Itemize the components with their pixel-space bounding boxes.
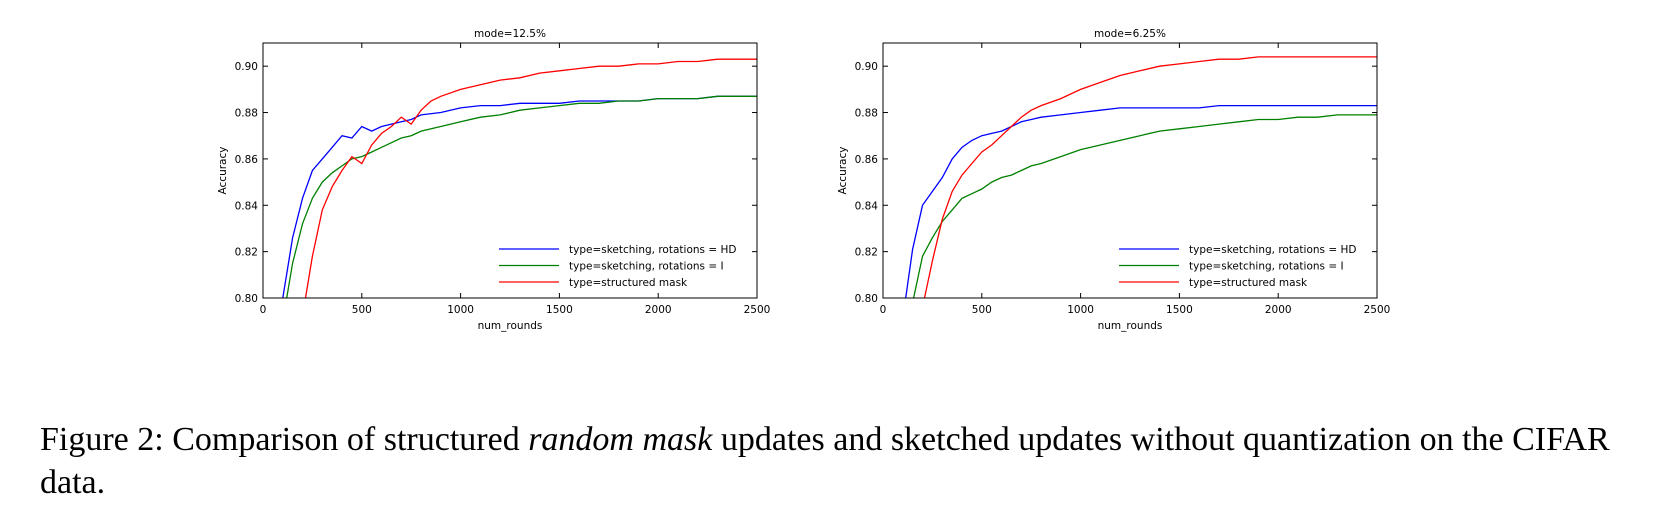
y-tick-label: 0.90 — [855, 61, 878, 73]
chart-title: mode=6.25% — [1094, 28, 1166, 40]
legend-label-2: type=structured mask — [1189, 277, 1308, 289]
x-tick-label: 1000 — [447, 304, 474, 316]
y-tick-label: 0.90 — [235, 61, 258, 73]
legend-label-1: type=sketching, rotations = I — [1189, 261, 1344, 273]
x-tick-label: 1500 — [546, 304, 573, 316]
chart-title: mode=12.5% — [474, 28, 546, 40]
y-tick-label: 0.86 — [855, 154, 879, 166]
caption-prefix: Figure 2: Comparison of structured — [40, 421, 529, 458]
y-tick-label: 0.84 — [855, 200, 879, 212]
x-tick-label: 0 — [880, 304, 887, 316]
y-tick-label: 0.84 — [235, 200, 259, 212]
series-line-1 — [286, 95, 757, 298]
caption-emphasis: random mask — [528, 421, 713, 458]
series-line-0 — [905, 104, 1377, 298]
legend-label-0: type=sketching, rotations = HD — [1189, 244, 1356, 256]
y-tick-label: 0.80 — [235, 293, 258, 305]
x-tick-label: 2000 — [1265, 304, 1292, 316]
x-axis-label: num_rounds — [478, 320, 543, 332]
y-tick-label: 0.80 — [855, 293, 878, 305]
x-tick-label: 2000 — [645, 304, 672, 316]
x-tick-label: 2500 — [1364, 304, 1391, 316]
x-axis-label: num_rounds — [1098, 320, 1163, 332]
figure-caption: Figure 2: Comparison of structured rando… — [40, 418, 1650, 504]
caption-suffix: updates and sketched updates without qua… — [40, 421, 1610, 501]
y-tick-label: 0.88 — [235, 108, 258, 120]
x-tick-label: 500 — [352, 304, 372, 316]
series-line-2 — [304, 58, 757, 298]
legend-label-2: type=structured mask — [569, 277, 688, 289]
legend-label-0: type=sketching, rotations = HD — [569, 244, 736, 256]
y-tick-label: 0.88 — [855, 108, 878, 120]
y-tick-label: 0.86 — [235, 154, 259, 166]
series-line-2 — [923, 56, 1377, 298]
y-tick-label: 0.82 — [235, 247, 258, 259]
x-tick-label: 1500 — [1166, 304, 1193, 316]
x-tick-label: 0 — [260, 304, 267, 316]
y-axis-label: Accuracy — [217, 147, 229, 195]
plot-frame — [882, 42, 1378, 299]
chart-mode-12-5: 0 500 1000 1500 2000 2500 0.80 0.82 0.84 0.86 0.88… — [217, 28, 771, 332]
chart-mode-6-25: 0 500 1000 1500 2000 2500 0.80 0.82 0.84 0.86 0.88… — [837, 28, 1391, 332]
x-tick-label: 1000 — [1067, 304, 1094, 316]
series-line-1 — [912, 114, 1377, 298]
y-axis-label: Accuracy — [837, 147, 849, 195]
x-tick-label: 500 — [972, 304, 992, 316]
y-tick-label: 0.82 — [855, 247, 878, 259]
legend-label-1: type=sketching, rotations = I — [569, 261, 724, 273]
plot-frame — [262, 42, 758, 299]
x-tick-label: 2500 — [744, 304, 771, 316]
